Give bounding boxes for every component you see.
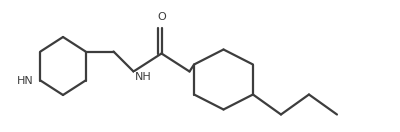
Text: NH: NH [134,72,151,82]
Text: HN: HN [17,76,34,86]
Text: O: O [157,13,166,22]
